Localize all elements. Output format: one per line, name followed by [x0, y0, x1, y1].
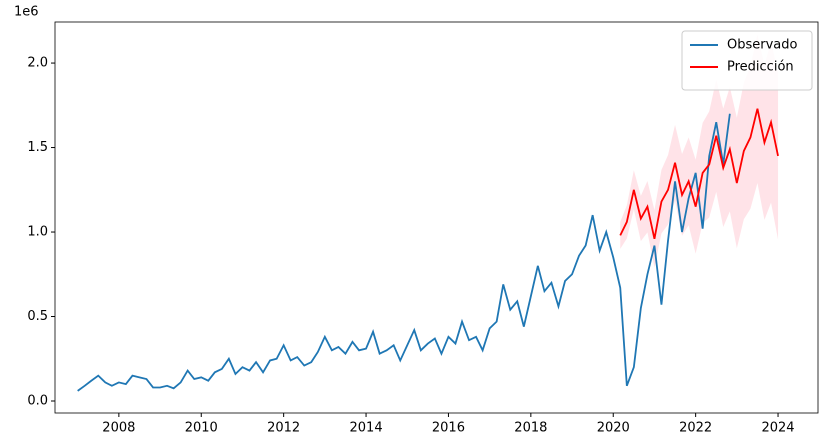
y-tick-label: 1.5: [27, 140, 48, 155]
x-tick-label: 2024: [761, 421, 794, 436]
x-tick-label: 2014: [350, 421, 383, 436]
y-offset-label: 1e6: [14, 5, 39, 20]
y-tick-label: 2.0: [27, 56, 48, 71]
y-tick-label: 1.0: [27, 225, 48, 240]
x-tick-label: 2018: [514, 421, 547, 436]
x-tick-label: 2012: [267, 421, 300, 436]
x-tick-label: 2010: [185, 421, 218, 436]
x-tick-label: 2008: [102, 421, 135, 436]
y-tick-label: 0.5: [27, 309, 48, 324]
x-tick-label: 2022: [679, 421, 712, 436]
x-tick-label: 2016: [432, 421, 465, 436]
legend-label: Predicción: [727, 60, 794, 75]
plot-frame: [54, 21, 819, 414]
y-tick-label: 0.0: [27, 394, 48, 409]
line: [77, 113, 731, 392]
x-tick-label: 2020: [597, 421, 630, 436]
line: [619, 108, 779, 239]
legend-label: Observado: [727, 38, 798, 53]
